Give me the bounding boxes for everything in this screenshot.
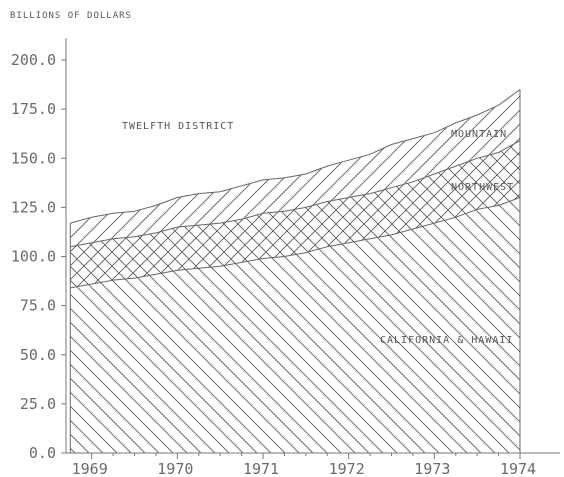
y-tick-label: 100.0 bbox=[11, 248, 56, 266]
y-tick-label: 200.0 bbox=[11, 51, 56, 69]
y-tick-label: 175.0 bbox=[11, 100, 56, 118]
x-tick-label: 1971 bbox=[243, 460, 279, 477]
x-tick-label: 1972 bbox=[329, 460, 365, 477]
x-tick-label: 1974 bbox=[500, 460, 536, 477]
y-tick-label: 125.0 bbox=[11, 198, 56, 216]
series-label-northwest: NORTHWEST bbox=[451, 182, 514, 193]
series-boundaries bbox=[69, 89, 521, 453]
series-label-mountain: MOUNTAIN bbox=[451, 129, 507, 140]
area-mountain-top-line bbox=[70, 89, 521, 224]
x-tick-label: 1969 bbox=[72, 460, 108, 477]
y-axis-title: BILLIONS OF DOLLARS bbox=[10, 11, 132, 21]
area-mountain bbox=[70, 89, 521, 247]
area-northwest bbox=[70, 140, 521, 288]
area-california-hawaii-top-line bbox=[70, 197, 521, 289]
x-tick-label: 1970 bbox=[157, 460, 193, 477]
series-areas bbox=[70, 89, 521, 453]
x-tick-label: 1973 bbox=[414, 460, 450, 477]
annotation-twelfth-district: TWELFTH DISTRICT bbox=[122, 121, 234, 132]
y-tick-label: 75.0 bbox=[20, 297, 56, 315]
x-axis-ticks: 1969 1970 1971 1972 1973 1974 bbox=[72, 453, 536, 477]
y-tick-label: 50.0 bbox=[20, 346, 56, 364]
y-axis-ticks: 0.0 25.0 50.0 75.0 100.0 125.0 150.0 175.0 200.0 bbox=[11, 51, 66, 462]
area-northwest-top-line bbox=[70, 140, 521, 248]
y-tick-label: 150.0 bbox=[11, 149, 56, 167]
area-california-hawaii bbox=[70, 197, 521, 453]
y-tick-label: 25.0 bbox=[20, 395, 56, 413]
series-label-california-hawaii: CALIFORNIA & HAWAII bbox=[380, 335, 513, 346]
y-tick-label: 0.0 bbox=[29, 444, 56, 462]
